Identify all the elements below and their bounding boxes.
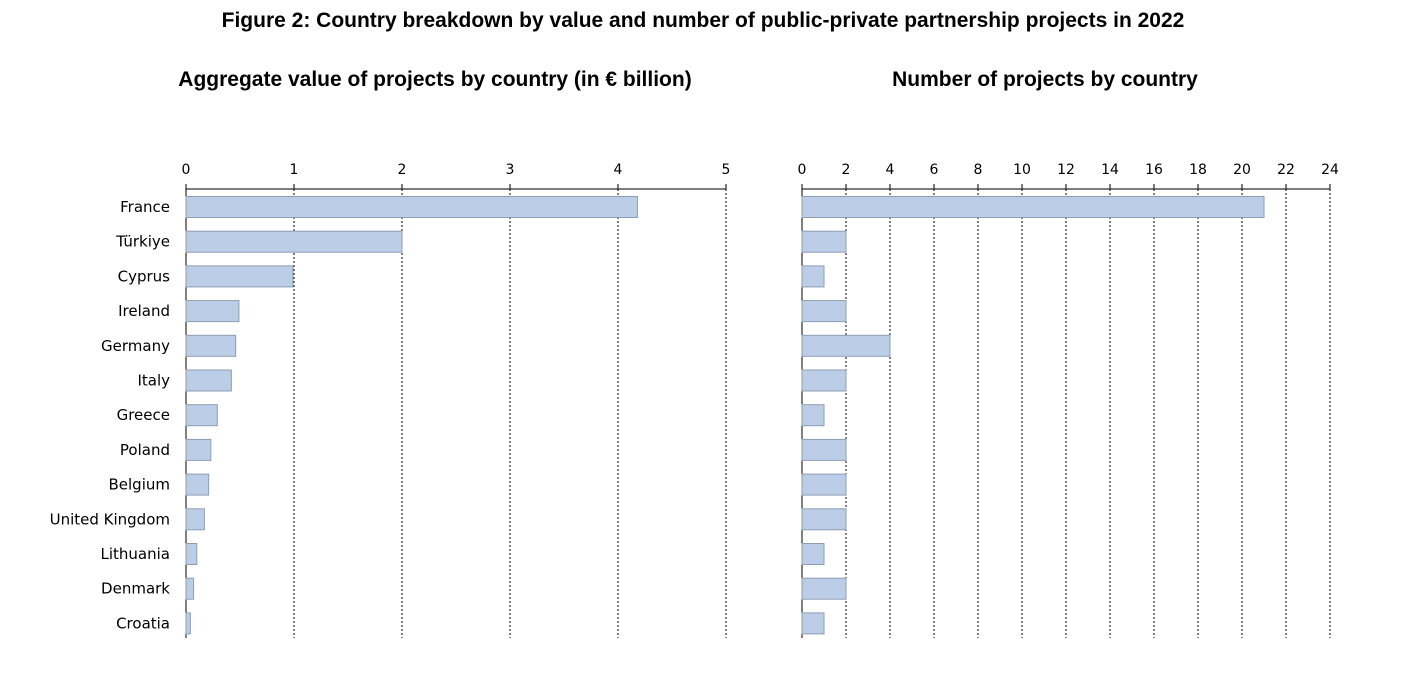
count-tick-label: 12: [1057, 162, 1075, 178]
count-tick-label: 2: [842, 162, 851, 178]
count-bar-croatia: [801, 612, 825, 635]
value-tick-label: 1: [290, 162, 299, 178]
count-chart-title: Number of projects by country: [892, 68, 1198, 91]
count-bar-france: [801, 196, 1265, 218]
count-tick-label: 20: [1233, 162, 1251, 178]
value-bar-denmark: [185, 577, 195, 600]
value-bar-united-kingdom: [185, 508, 205, 531]
category-label: Belgium: [109, 476, 171, 494]
category-label: Germany: [101, 337, 170, 355]
value-chart-title: Aggregate value of projects by country (…: [178, 68, 692, 91]
count-chart-panel: 0 2 4 6 8 10 12 14 16 18 20 22 24: [798, 162, 1339, 638]
count-tick-label: 4: [886, 162, 895, 178]
category-label: Türkiye: [115, 233, 170, 251]
value-tick-label: 5: [722, 162, 731, 178]
count-bar-cyprus: [801, 265, 825, 288]
category-label: Croatia: [116, 614, 170, 632]
value-bar-croatia: [185, 612, 191, 635]
count-bar-italy: [801, 369, 847, 392]
count-tick-label: 0: [798, 162, 807, 178]
count-bar-lithuania: [801, 543, 825, 565]
value-bar-cyprus: [185, 265, 294, 288]
count-tick-label: 16: [1145, 162, 1163, 178]
category-label: United Kingdom: [50, 510, 170, 528]
value-bar-belgium: [185, 473, 210, 496]
value-tick-label: 3: [506, 162, 515, 178]
count-bar-türkiye: [801, 230, 847, 253]
count-bar-greece: [801, 404, 825, 427]
count-tick-label: 18: [1189, 162, 1207, 178]
count-tick-label: 6: [930, 162, 939, 178]
value-bar-lithuania: [185, 543, 198, 565]
value-bar-italy: [185, 369, 232, 392]
value-tick-label: 0: [182, 162, 191, 178]
count-tick-label: 10: [1013, 162, 1031, 178]
count-bar-poland: [801, 438, 847, 461]
value-chart-panel: 0 1 2 3 4 5 France Türkiye Cyprus Ireland Germany I…: [50, 162, 731, 638]
count-tick-label: 22: [1277, 162, 1295, 178]
figure-title: Figure 2: Country breakdown by value and…: [221, 9, 1185, 32]
value-bar-greece: [185, 404, 218, 427]
count-bar-ireland: [801, 300, 847, 323]
category-label: France: [120, 198, 170, 216]
count-bar-germany: [801, 334, 891, 357]
count-tick-label: 24: [1321, 162, 1339, 178]
value-bar-france: [185, 196, 638, 218]
value-bar-germany: [185, 334, 237, 357]
count-bar-united-kingdom: [801, 508, 847, 531]
value-bar-poland: [185, 438, 212, 461]
value-bar-ireland: [185, 300, 240, 323]
count-bar-belgium: [801, 473, 847, 496]
category-label: Ireland: [118, 302, 170, 320]
value-tick-label: 2: [398, 162, 407, 178]
count-tick-label: 14: [1101, 162, 1119, 178]
value-bar-türkiye: [185, 230, 403, 253]
category-label: Lithuania: [101, 545, 170, 563]
category-label: Italy: [137, 372, 170, 390]
category-label: Poland: [120, 441, 170, 459]
count-tick-label: 8: [974, 162, 983, 178]
category-label: Denmark: [101, 580, 170, 598]
count-bar-denmark: [801, 577, 847, 600]
value-tick-label: 4: [614, 162, 623, 178]
category-label: Cyprus: [118, 267, 171, 285]
category-label: Greece: [117, 406, 170, 424]
